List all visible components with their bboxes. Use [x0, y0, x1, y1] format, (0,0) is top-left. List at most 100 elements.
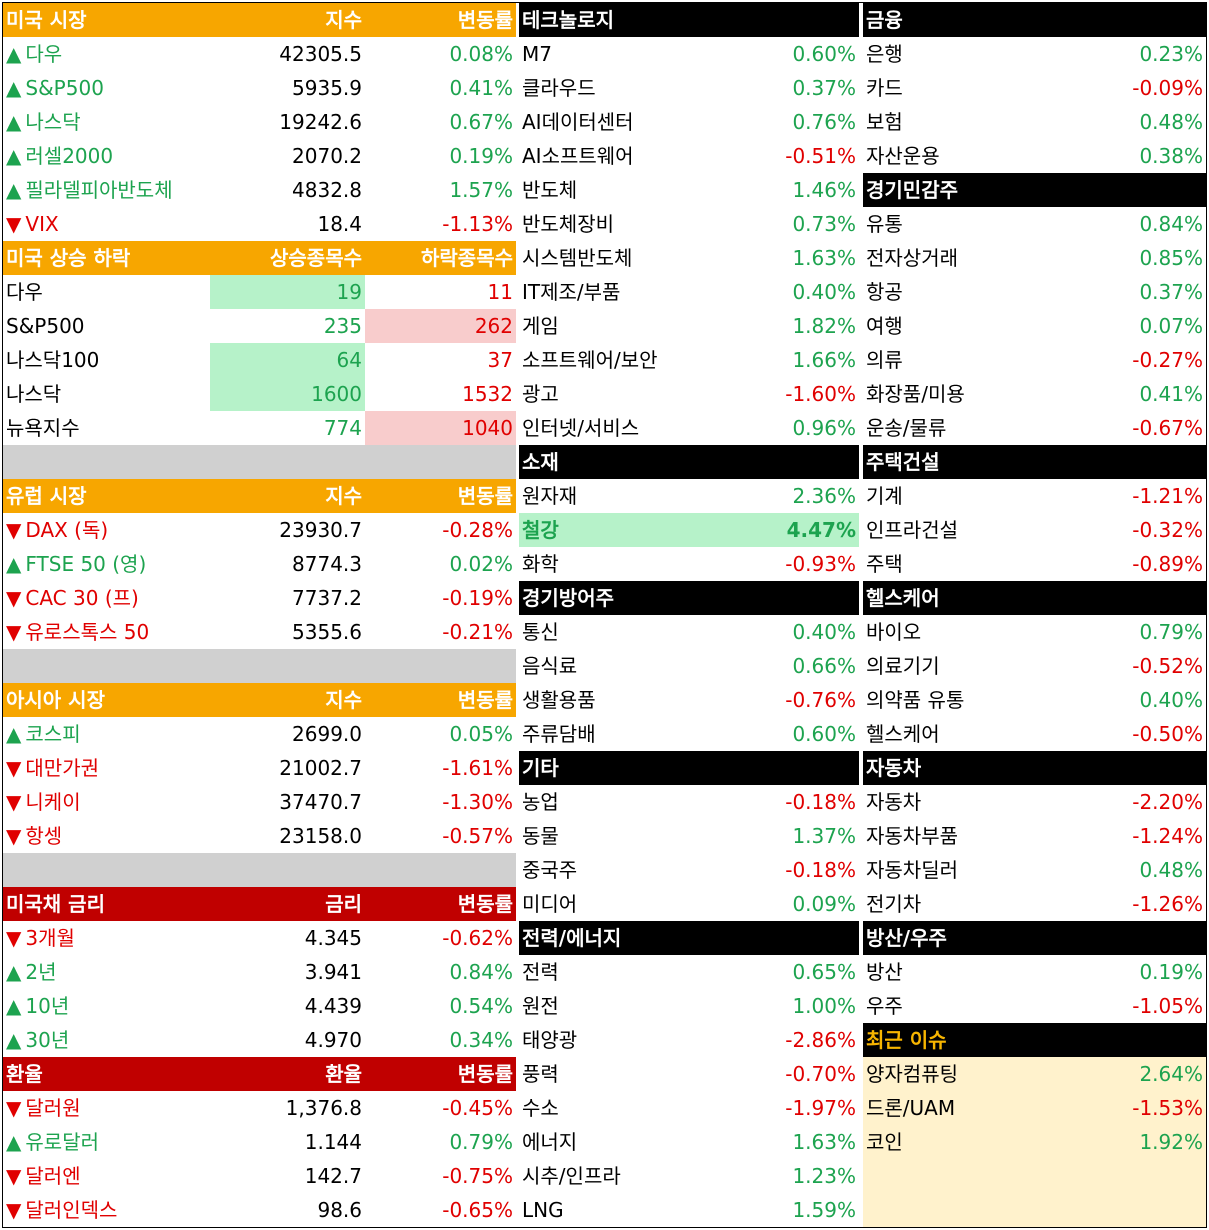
sector-name: AI소프트웨어: [522, 144, 634, 168]
sector-name: 반도체: [522, 178, 578, 202]
header-down: 하락종목수: [421, 246, 513, 270]
decliners-count: 11: [487, 280, 513, 304]
sector-group-header: 소재: [519, 445, 859, 479]
sector-name: 자동차부품: [866, 824, 958, 848]
sector-group-title: 헬스케어: [866, 586, 940, 610]
sector-name: 통신: [522, 620, 559, 644]
sector-change: -1.97%: [785, 1096, 856, 1120]
sector-change: 1.66%: [792, 348, 856, 372]
sector-change: -0.09%: [1132, 76, 1203, 100]
index-name-cell: ▲ S&P500: [3, 71, 210, 105]
triangle-down-icon: ▼: [6, 586, 22, 610]
sector-group-header: 경기방어주: [519, 581, 859, 615]
index-row: ▼ 유로스톡스 50 5355.6 -0.21%: [3, 615, 516, 649]
advancers-count: 19: [210, 275, 365, 309]
sector-row: 게임 1.82%: [519, 309, 859, 343]
index-name-cell: ▼ 달러인덱스: [3, 1193, 210, 1227]
triangle-down-icon: ▼: [6, 824, 22, 848]
sector-name: 기계: [866, 484, 903, 508]
sector-row: 인프라건설 -0.32%: [863, 513, 1206, 547]
breadth-row: 나스닥 1600 1532: [3, 377, 516, 411]
sector-row: 전자상거래 0.85%: [863, 241, 1206, 275]
sector-change: 0.07%: [1139, 314, 1203, 338]
index-change: -0.75%: [442, 1164, 513, 1188]
sector-group-header: 금융: [863, 3, 1206, 37]
sector-change: -1.53%: [1132, 1096, 1203, 1120]
index-value: 3.941: [304, 960, 362, 984]
index-value: 7737.2: [292, 586, 362, 610]
index-name: 대만가권: [25, 756, 99, 780]
sector-name: 원자재: [522, 484, 578, 508]
sector-row: M7 0.60%: [519, 37, 859, 71]
sector-name: AI데이터센터: [522, 110, 634, 134]
index-value: 4.970: [304, 1028, 362, 1052]
sector-group-header: 기타: [519, 751, 859, 785]
index-row: ▲ 10년 4.439 0.54%: [3, 989, 516, 1023]
index-name-cell: ▼ CAC 30 (프): [3, 581, 210, 615]
sector-name: 자동차딜러: [866, 858, 958, 882]
sector-name: 원전: [522, 994, 559, 1018]
sector-change: -0.76%: [785, 688, 856, 712]
triangle-down-icon: ▼: [6, 1164, 22, 1188]
sector-name: LNG: [522, 1198, 564, 1222]
sector-name: 의료기기: [866, 654, 940, 678]
sector-row: 운송/물류 -0.67%: [863, 411, 1206, 445]
index-name-cell: ▲ 다우: [3, 37, 210, 71]
index-row: ▼ 달러인덱스 98.6 -0.65%: [3, 1193, 516, 1227]
sector-change: 0.84%: [1139, 212, 1203, 236]
sector-row: 유통 0.84%: [863, 207, 1206, 241]
index-change: -1.61%: [442, 756, 513, 780]
sector-row: 에너지 1.63%: [519, 1125, 859, 1159]
header-change: 변동률: [457, 688, 513, 712]
index-value: 2699.0: [292, 722, 362, 746]
sector-row: 음식료 0.66%: [519, 649, 859, 683]
index-name-cell: ▼ VIX: [3, 207, 210, 241]
spacer-row: [3, 853, 516, 887]
sector-name: 반도체장비: [522, 212, 614, 236]
decliners-count: 262: [365, 309, 516, 343]
index-value: 142.7: [304, 1164, 362, 1188]
sector-name: 화학: [522, 552, 559, 576]
sector-name: M7: [522, 42, 552, 66]
sector-row: 자동차부품 -1.24%: [863, 819, 1206, 853]
sector-group-header: 자동차: [863, 751, 1206, 785]
triangle-up-icon: ▲: [6, 1130, 22, 1154]
triangle-up-icon: ▲: [6, 722, 22, 746]
index-value: 4832.8: [292, 178, 362, 202]
sector-name: 보험: [866, 110, 903, 134]
sector-group-header: 최근 이슈: [863, 1023, 1206, 1057]
index-value: 8774.3: [292, 552, 362, 576]
decliners-count: 1040: [365, 411, 516, 445]
sector-change: -1.24%: [1132, 824, 1203, 848]
triangle-up-icon: ▲: [6, 110, 22, 134]
index-change: -1.30%: [442, 790, 513, 814]
sector-row: 여행 0.07%: [863, 309, 1206, 343]
triangle-up-icon: ▲: [6, 42, 22, 66]
sector-name: 여행: [866, 314, 903, 338]
index-change: 0.08%: [449, 42, 513, 66]
sector-row: 자동차 -2.20%: [863, 785, 1206, 819]
index-change: 1.57%: [449, 178, 513, 202]
index-change: 0.19%: [449, 144, 513, 168]
index-name-cell: ▲ 30년: [3, 1023, 210, 1057]
sector-row: 중국주 -0.18%: [519, 853, 859, 887]
index-value: 1,376.8: [285, 1096, 362, 1120]
sector-name: 유통: [866, 212, 903, 236]
sector-name: 의류: [866, 348, 903, 372]
triangle-up-icon: ▲: [6, 76, 22, 100]
index-row: ▼ 3개월 4.345 -0.62%: [3, 921, 516, 955]
sector-row: 주류담배 0.60%: [519, 717, 859, 751]
breadth-row: 다우 19 11: [3, 275, 516, 309]
sector-name: 광고: [522, 382, 559, 406]
sector-change: -0.32%: [1132, 518, 1203, 542]
index-value: 21002.7: [279, 756, 362, 780]
sector-row: 미디어 0.09%: [519, 887, 859, 921]
breadth-name: 나스닥100: [6, 348, 100, 372]
sector-row: 기계 -1.21%: [863, 479, 1206, 513]
breadth-name: 나스닥: [6, 382, 62, 406]
index-name: 2년: [25, 960, 57, 984]
section-header: 미국 상승 하락 상승종목수 하락종목수: [3, 241, 516, 275]
triangle-up-icon: ▲: [6, 552, 22, 576]
index-value: 18.4: [317, 212, 362, 236]
